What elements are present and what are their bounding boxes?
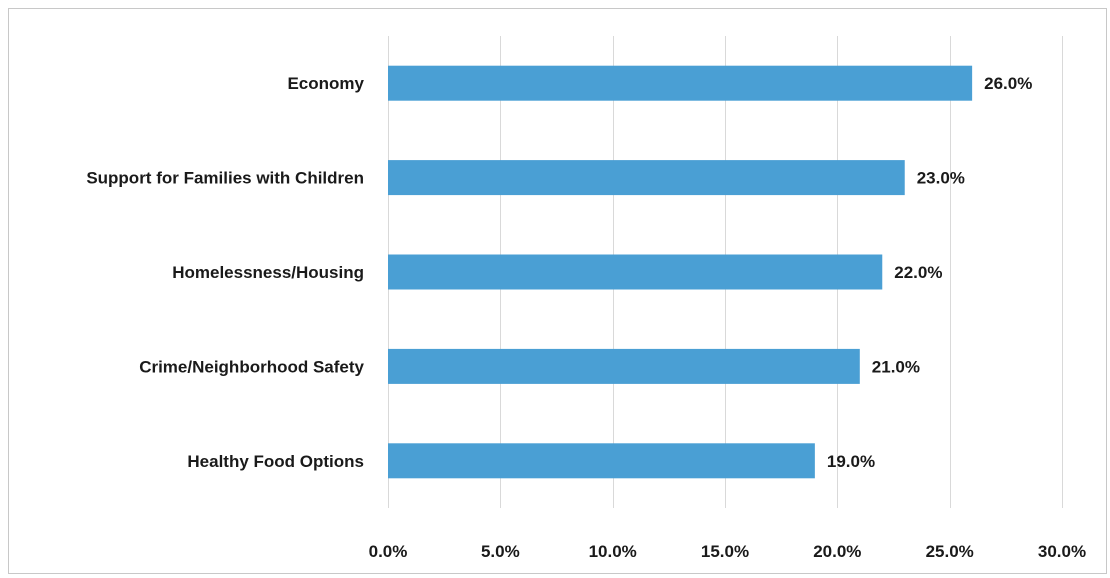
category-labels: Economy Support for Families with Childre… — [86, 74, 364, 471]
x-tick-label: 0.0% — [369, 542, 408, 561]
category-label: Crime/Neighborhood Safety — [139, 357, 364, 376]
x-tick-label: 5.0% — [481, 542, 520, 561]
x-tick-label: 20.0% — [813, 542, 861, 561]
x-tick-labels: 0.0% 5.0% 10.0% 15.0% 20.0% 25.0% 30.0% — [369, 542, 1086, 561]
bar — [388, 348, 860, 384]
bar — [388, 160, 905, 196]
bar — [388, 443, 815, 479]
value-label: 22.0% — [894, 263, 942, 282]
value-labels: 26.0% 23.0% 22.0% 21.0% 19.0% — [827, 74, 1032, 471]
bar — [388, 65, 973, 101]
x-tick-label: 10.0% — [589, 542, 637, 561]
category-label: Support for Families with Children — [86, 169, 364, 188]
category-label: Healthy Food Options — [187, 452, 364, 471]
category-label: Economy — [287, 74, 364, 93]
value-label: 23.0% — [917, 169, 965, 188]
chart-frame — [8, 8, 1107, 574]
x-tick-label: 15.0% — [701, 542, 749, 561]
bars — [388, 65, 973, 479]
x-tick-label: 30.0% — [1038, 542, 1086, 561]
value-label: 19.0% — [827, 452, 875, 471]
category-label: Homelessness/Housing — [172, 263, 364, 282]
x-tick-label: 25.0% — [926, 542, 974, 561]
value-label: 21.0% — [872, 357, 920, 376]
bar — [388, 254, 883, 290]
value-label: 26.0% — [984, 74, 1032, 93]
